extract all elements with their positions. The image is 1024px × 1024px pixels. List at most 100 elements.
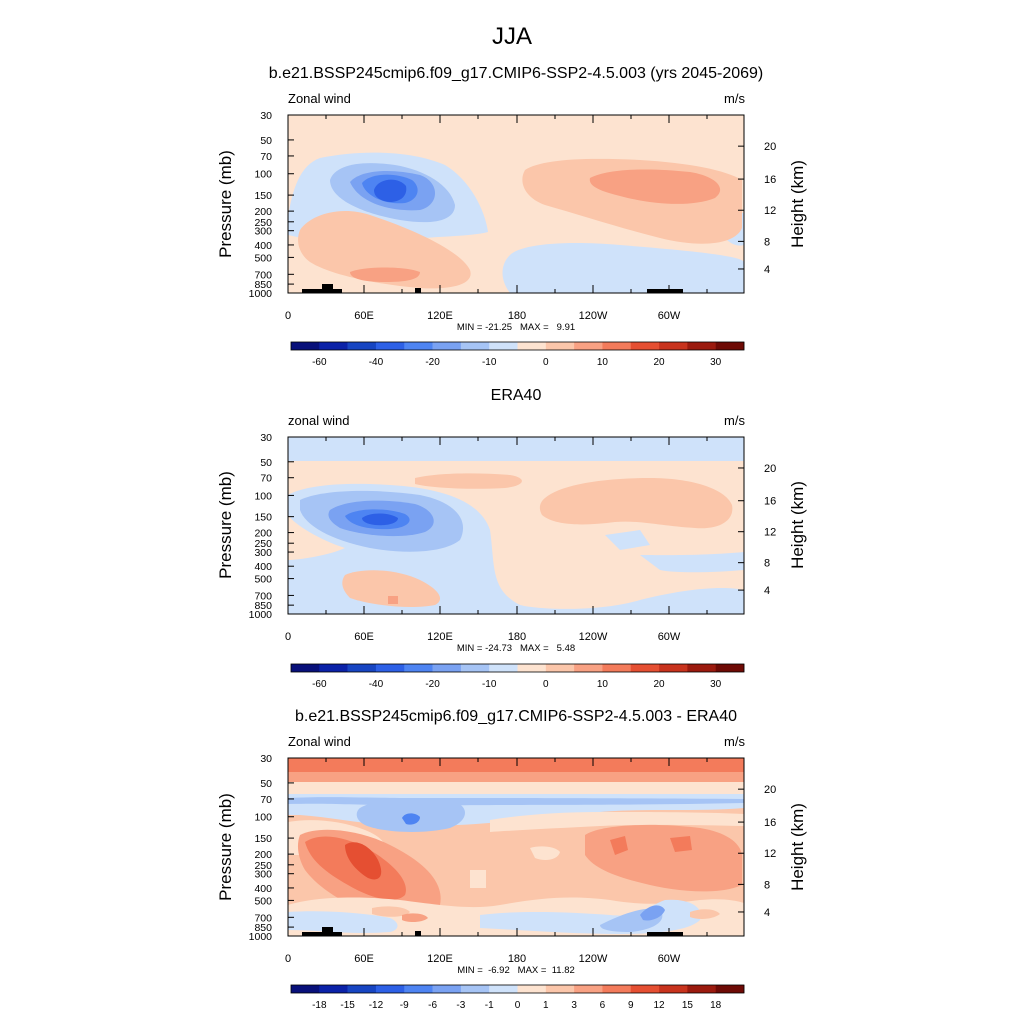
colorbar-swatch bbox=[347, 664, 377, 672]
colorbar-label: 0 bbox=[543, 679, 549, 690]
y-right-tick-label: 12 bbox=[764, 527, 776, 539]
x-tick-label: 120E bbox=[427, 631, 453, 643]
units-label: m/s bbox=[724, 413, 745, 428]
y-axis-title: Pressure (mb) bbox=[216, 150, 235, 258]
panel-title: ERA40 bbox=[491, 387, 542, 404]
plot-frame bbox=[287, 757, 745, 937]
y-tick-label: 400 bbox=[254, 240, 272, 252]
colorbar-swatch bbox=[630, 342, 660, 350]
colorbar-swatch bbox=[404, 664, 433, 672]
y-tick-label: 300 bbox=[254, 226, 272, 238]
colorbar-swatch bbox=[602, 342, 632, 350]
colorbar-swatch bbox=[404, 985, 433, 993]
x-tick-label: 60E bbox=[354, 631, 374, 643]
y-right-tick-label: 12 bbox=[764, 205, 776, 217]
y-tick-label: 700 bbox=[254, 269, 272, 281]
y-right-tick-label: 16 bbox=[764, 174, 776, 186]
colorbar-swatch bbox=[375, 664, 405, 672]
colorbar-swatch bbox=[687, 342, 716, 350]
x-tick-label: 60E bbox=[354, 953, 374, 965]
plot-frame bbox=[287, 114, 745, 294]
contour-field bbox=[288, 758, 744, 936]
colorbar-label: 20 bbox=[654, 357, 666, 368]
x-tick-label: 120E bbox=[427, 953, 453, 965]
colorbar-label: 0 bbox=[543, 357, 549, 368]
colorbar-swatch bbox=[347, 342, 377, 350]
x-tick-label: 60W bbox=[658, 310, 681, 322]
y-tick-label: 850 bbox=[254, 922, 272, 934]
y-tick-label: 70 bbox=[260, 794, 272, 806]
colorbar-swatch bbox=[715, 985, 745, 993]
y-right-tick-label: 4 bbox=[764, 264, 770, 276]
x-tick-label: 60W bbox=[658, 631, 681, 643]
x-tick-label: 0 bbox=[285, 953, 291, 965]
panel-difference: b.e21.BSSP245cmip6.f09_g17.CMIP6-SSP2-4.… bbox=[216, 708, 807, 1011]
colorbar-swatch bbox=[659, 664, 688, 672]
colorbar-label: -10 bbox=[482, 679, 497, 690]
colorbar-swatch bbox=[291, 342, 320, 350]
colorbar-label: 30 bbox=[710, 679, 722, 690]
y-tick-label: 150 bbox=[254, 512, 272, 524]
y-tick-label: 150 bbox=[254, 190, 272, 202]
variable-label: Zonal wind bbox=[288, 734, 351, 749]
colorbar-swatch bbox=[602, 664, 632, 672]
y-tick-label: 200 bbox=[254, 849, 272, 861]
y-right-tick-label: 16 bbox=[764, 817, 776, 829]
y-tick-label: 1000 bbox=[249, 609, 273, 621]
colorbar-swatch bbox=[545, 342, 575, 350]
y-right-tick-label: 4 bbox=[764, 907, 770, 919]
x-tick-label: 120E bbox=[427, 310, 453, 322]
colorbar-swatch bbox=[460, 342, 490, 350]
colorbar-swatch bbox=[517, 664, 547, 672]
colorbar-label: -10 bbox=[482, 357, 497, 368]
y-right-tick-label: 8 bbox=[764, 558, 770, 570]
y-tick-label: 70 bbox=[260, 151, 272, 163]
y-tick-label: 250 bbox=[254, 217, 272, 229]
colorbar-frame bbox=[290, 984, 745, 994]
y-tick-label: 30 bbox=[260, 432, 272, 444]
min-max-stats: MIN = -21.25 MAX = 9.91 bbox=[457, 322, 575, 333]
y-tick-label: 100 bbox=[254, 812, 272, 824]
y-tick-label: 500 bbox=[254, 574, 272, 586]
y-axis-title: Pressure (mb) bbox=[216, 471, 235, 579]
colorbar-label: 30 bbox=[710, 357, 722, 368]
colorbar-swatch bbox=[715, 664, 745, 672]
x-axis: 0 60E 120E 180 120W 60W bbox=[285, 115, 708, 322]
colorbar-label: 18 bbox=[710, 1000, 722, 1011]
y-tick-label: 50 bbox=[260, 135, 272, 147]
land-mask bbox=[302, 927, 683, 936]
colorbar-label: -40 bbox=[369, 679, 384, 690]
plot-frame bbox=[287, 436, 745, 615]
colorbar-swatch bbox=[489, 985, 518, 993]
colorbar-swatch bbox=[375, 342, 405, 350]
colorbar-label: -20 bbox=[425, 357, 440, 368]
contour-field bbox=[288, 437, 744, 614]
land-mask bbox=[302, 284, 683, 293]
colorbar-swatch bbox=[687, 985, 716, 993]
panel-title: b.e21.BSSP245cmip6.f09_g17.CMIP6-SSP2-4.… bbox=[295, 708, 737, 725]
y-tick-label: 70 bbox=[260, 473, 272, 485]
panel-title: b.e21.BSSP245cmip6.f09_g17.CMIP6-SSP2-4.… bbox=[269, 65, 764, 82]
colorbar-swatch bbox=[545, 664, 575, 672]
variable-label: zonal wind bbox=[288, 413, 349, 428]
x-tick-label: 120W bbox=[579, 953, 608, 965]
units-label: m/s bbox=[724, 91, 745, 106]
min-max-stats: MIN = -6.92 MAX = 11.82 bbox=[457, 965, 575, 976]
colorbar-label: -15 bbox=[340, 1000, 355, 1011]
y-right-tick-label: 8 bbox=[764, 879, 770, 891]
colorbar-swatch bbox=[489, 342, 518, 350]
x-tick-label: 120W bbox=[579, 631, 608, 643]
y-tick-label: 30 bbox=[260, 110, 272, 122]
colorbar-swatch bbox=[574, 342, 603, 350]
units-label: m/s bbox=[724, 734, 745, 749]
colorbar-swatch bbox=[630, 985, 660, 993]
colorbar: -60 -40 -20 -10 0 10 20 30 bbox=[290, 341, 745, 368]
x-tick-label: 60W bbox=[658, 953, 681, 965]
colorbar-label: 0 bbox=[515, 1000, 521, 1011]
colorbar-label: 9 bbox=[628, 1000, 634, 1011]
x-axis: 0 60E 120E 180 120W 60W bbox=[285, 437, 708, 643]
